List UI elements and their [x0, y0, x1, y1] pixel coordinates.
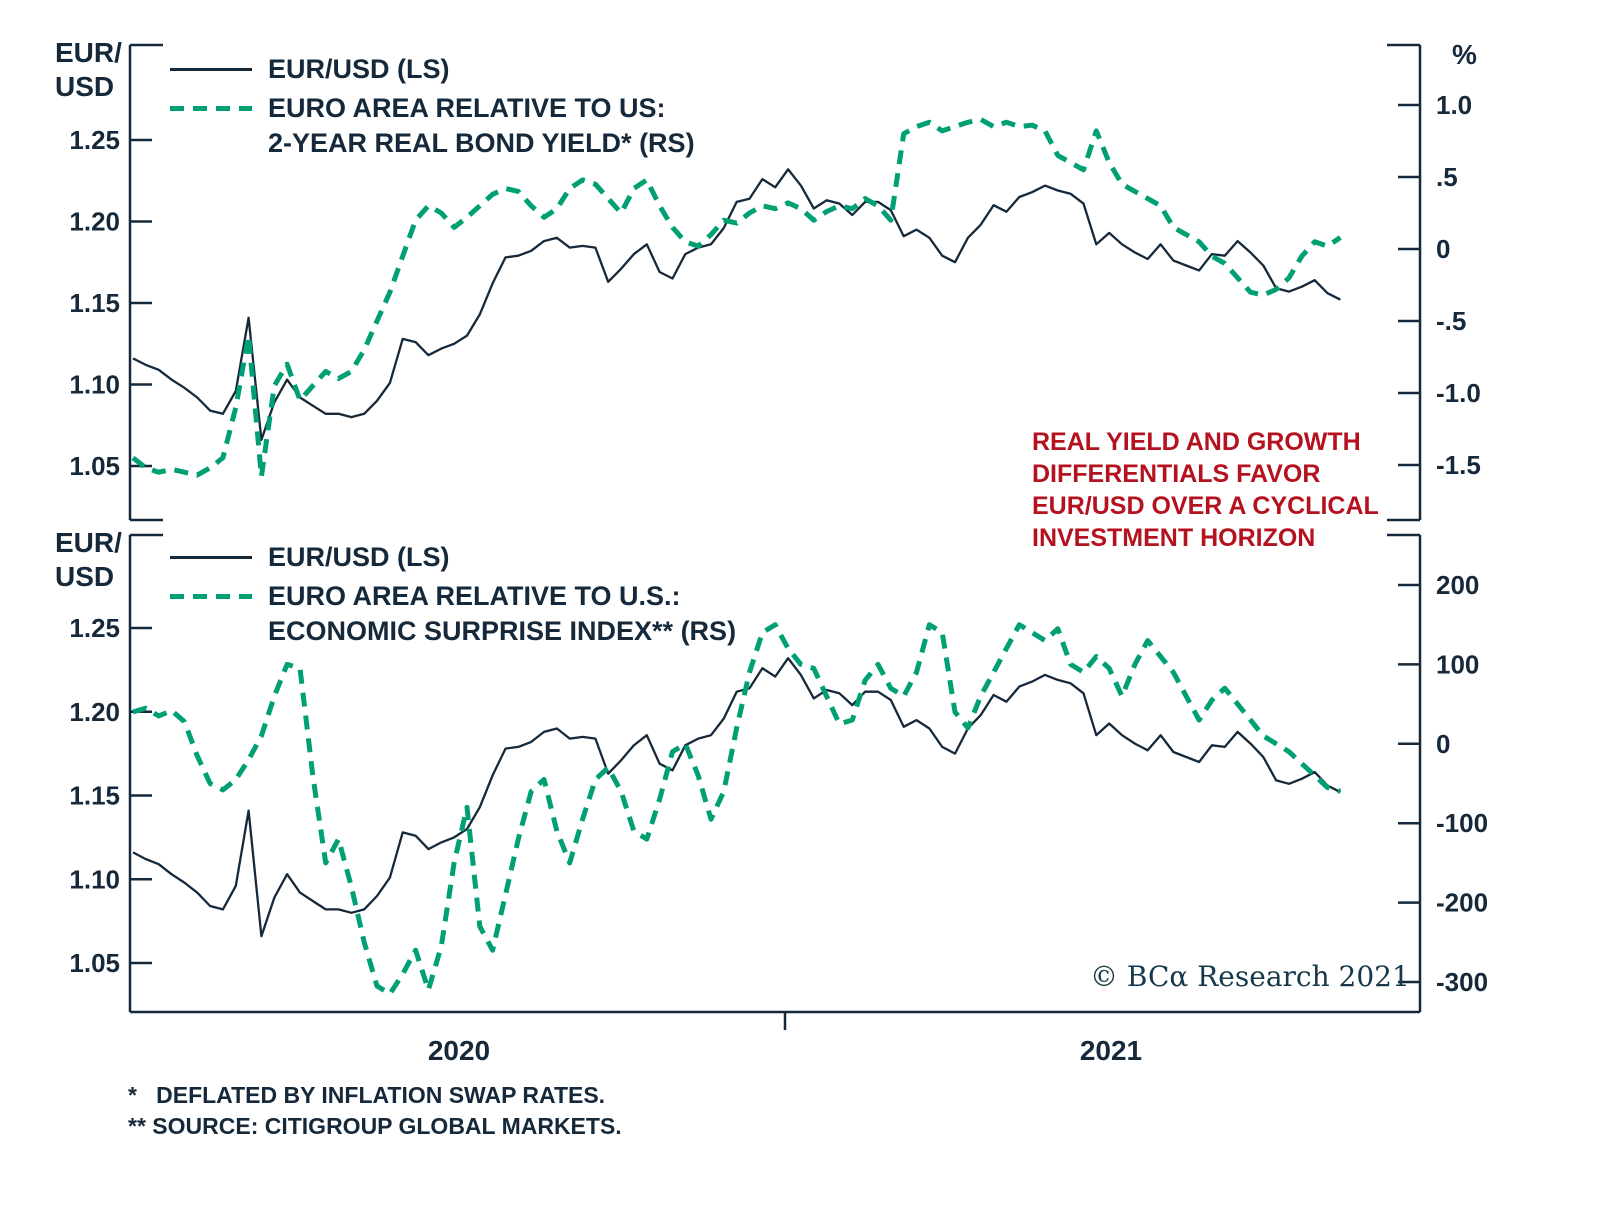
top-panel-left-axis-title: EUR/ USD	[55, 36, 122, 104]
right-axis-tick-label: -300	[1436, 967, 1488, 997]
left-axis-tick-label: 1.10	[69, 864, 120, 894]
solid-line-sample	[170, 68, 252, 71]
left-axis-tick-label: 1.05	[69, 451, 120, 481]
axis-title-line: USD	[55, 71, 115, 102]
annotation-line: DIFFERENTIALS FAVOR	[1032, 460, 1321, 488]
bottom-panel-legend: EUR/USD (LS) EURO AREA RELATIVE TO U.S.:…	[170, 540, 736, 649]
legend-item-real-yield: EURO AREA RELATIVE TO US: 2-YEAR REAL BO…	[170, 91, 695, 161]
top-panel-right-axis-title: %	[1452, 39, 1477, 70]
dashed-line-sample	[170, 594, 252, 599]
solid-line-sample	[170, 556, 252, 559]
copyright-notice: © BCα Research 2021	[1090, 960, 1410, 993]
legend-label-line: EURO AREA RELATIVE TO U.S.:	[268, 581, 681, 611]
right-axis-tick-label: 0	[1436, 729, 1450, 759]
dashed-line-sample	[170, 106, 252, 111]
left-axis-tick-label: 1.05	[69, 948, 120, 978]
left-axis-tick-label: 1.25	[69, 125, 120, 155]
right-axis-tick-label: 1.0	[1436, 90, 1472, 120]
left-axis-tick-label: 1.20	[69, 697, 120, 727]
axis-title-line: EUR/	[55, 527, 122, 558]
right-axis-tick-label: 200	[1436, 570, 1479, 600]
legend-label-line: 2-YEAR REAL BOND YIELD* (RS)	[268, 128, 695, 158]
left-axis-tick-label: 1.15	[69, 781, 120, 811]
legend-label: EURO AREA RELATIVE TO US: 2-YEAR REAL BO…	[268, 91, 695, 161]
right-axis-tick-label: -1.5	[1436, 450, 1481, 480]
right-axis-tick-label: -200	[1436, 888, 1488, 918]
left-axis-tick-label: 1.20	[69, 207, 120, 237]
left-axis-tick-label: 1.15	[69, 288, 120, 318]
legend-label: EURO AREA RELATIVE TO U.S.: ECONOMIC SUR…	[268, 579, 736, 649]
top-panel-legend: EUR/USD (LS) EURO AREA RELATIVE TO US: 2…	[170, 52, 695, 161]
footnote-line: ** SOURCE: CITIGROUP GLOBAL MARKETS.	[128, 1113, 622, 1139]
right-axis-tick-label: -100	[1436, 808, 1488, 838]
right-axis-tick-label: .5	[1436, 162, 1458, 192]
legend-label-line: EURO AREA RELATIVE TO US:	[268, 93, 666, 123]
real-yield-line	[131, 116, 1342, 479]
annotation-line: INVESTMENT HORIZON	[1032, 524, 1316, 552]
right-axis-tick-label: 0	[1436, 234, 1450, 264]
eur-usd-line-bottom	[132, 657, 1341, 938]
footnotes: * DEFLATED BY INFLATION SWAP RATES. ** S…	[128, 1080, 622, 1142]
left-axis-tick-label: 1.25	[69, 613, 120, 643]
legend-item-eurusd: EUR/USD (LS)	[170, 540, 736, 575]
x-axis-year-label: 2020	[428, 1035, 490, 1066]
axis-title-line: USD	[55, 561, 115, 592]
x-axis-year-label: 2021	[1080, 1035, 1142, 1066]
right-axis-tick-label: -.5	[1436, 306, 1466, 336]
legend-item-surprise-index: EURO AREA RELATIVE TO U.S.: ECONOMIC SUR…	[170, 579, 736, 649]
legend-item-eurusd: EUR/USD (LS)	[170, 52, 695, 87]
axis-title-line: EUR/	[55, 37, 122, 68]
legend-label-line: ECONOMIC SURPRISE INDEX** (RS)	[268, 616, 737, 646]
legend-label: EUR/USD (LS)	[268, 542, 450, 572]
legend-label: EUR/USD (LS)	[268, 54, 450, 84]
annotation-line: REAL YIELD AND GROWTH	[1032, 428, 1361, 456]
footnote-line: * DEFLATED BY INFLATION SWAP RATES.	[128, 1082, 606, 1108]
annotation-callout: REAL YIELD AND GROWTH DIFFERENTIALS FAVO…	[1032, 426, 1427, 554]
right-axis-tick-label: -1.0	[1436, 378, 1481, 408]
eur-usd-line-top	[132, 168, 1341, 442]
bottom-panel-left-axis-title: EUR/ USD	[55, 526, 122, 594]
annotation-line: EUR/USD OVER A CYCLICAL	[1032, 492, 1379, 520]
right-axis-tick-label: 100	[1436, 649, 1479, 679]
esi-line	[132, 622, 1342, 997]
left-axis-tick-label: 1.10	[69, 370, 120, 400]
